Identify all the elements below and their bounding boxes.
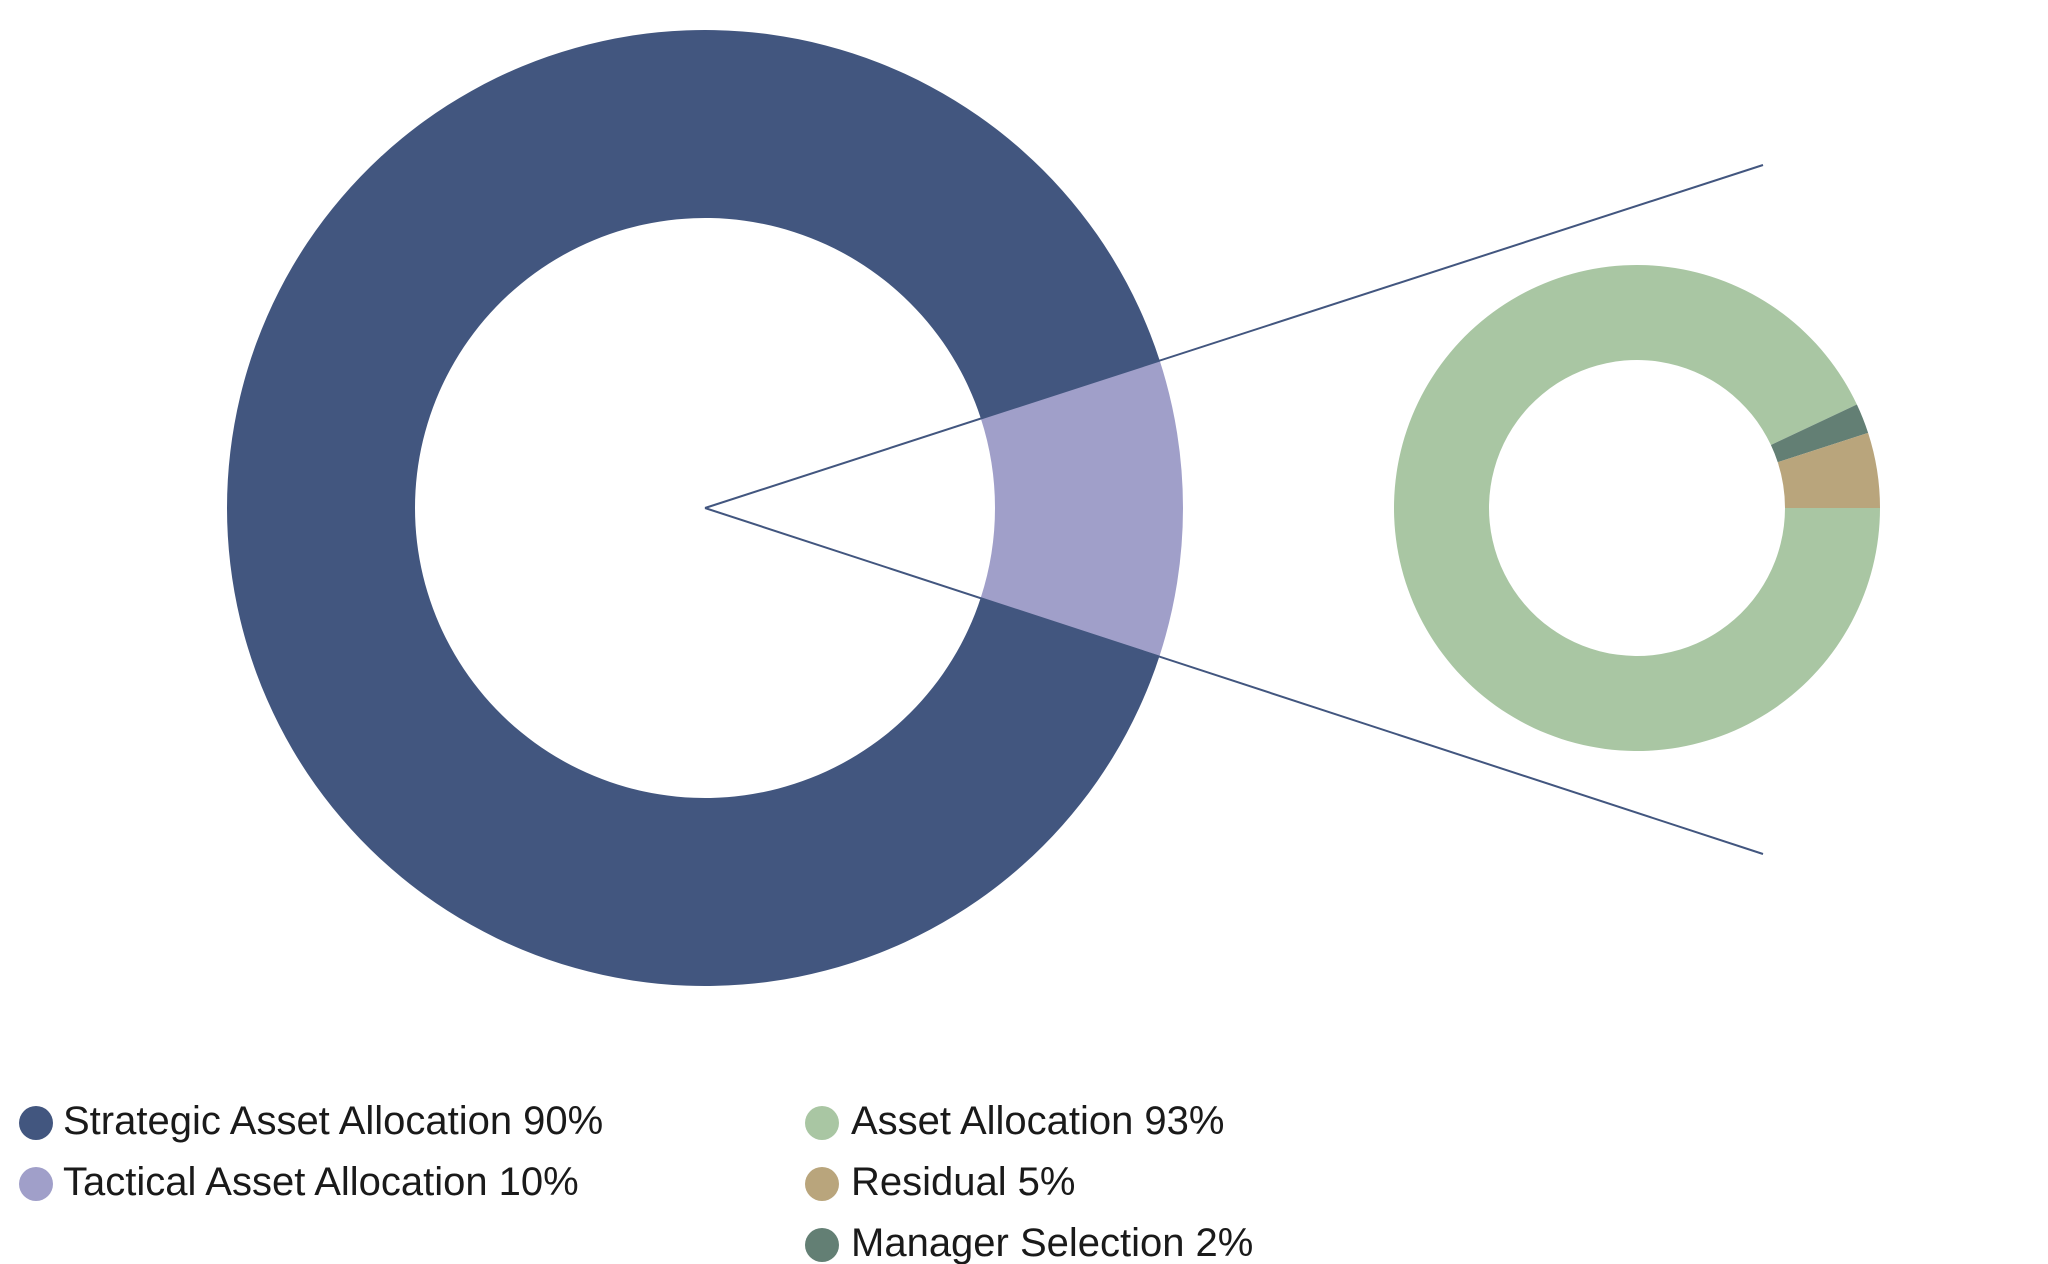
legend-label: Manager Selection 2% — [851, 1221, 1253, 1264]
legend-label: Residual 5% — [851, 1160, 1075, 1204]
pie-slice — [226, 30, 1160, 987]
legend-name: Manager Selection — [851, 1221, 1185, 1264]
legend-marker — [805, 1167, 839, 1201]
pie-slice — [1770, 404, 1869, 463]
legend-value: 10% — [499, 1160, 579, 1204]
legend-label: Asset Allocation 93% — [851, 1099, 1224, 1143]
legend-name: Tactical Asset Allocation — [63, 1160, 488, 1204]
legend-marker — [19, 1167, 53, 1201]
pie-slice — [980, 360, 1183, 656]
connector-line — [704, 164, 1764, 509]
legend-value: 5% — [1018, 1160, 1076, 1204]
connector-line — [704, 507, 1764, 855]
legend-label: Tactical Asset Allocation 10% — [63, 1160, 579, 1204]
legend-value: 93% — [1144, 1099, 1224, 1143]
legend-marker — [805, 1228, 839, 1262]
legend-label: Strategic Asset Allocation 90% — [63, 1099, 603, 1143]
legend-marker — [19, 1106, 53, 1140]
legend-value: 90% — [523, 1099, 603, 1143]
legend-marker — [805, 1106, 839, 1140]
legend-name: Asset Allocation — [851, 1099, 1133, 1143]
pie-slice — [1777, 432, 1880, 508]
legend-value: 2% — [1196, 1221, 1254, 1264]
legend-name: Residual — [851, 1160, 1007, 1204]
pie-slice — [1393, 264, 1880, 751]
legend-name: Strategic Asset Allocation — [63, 1099, 512, 1143]
